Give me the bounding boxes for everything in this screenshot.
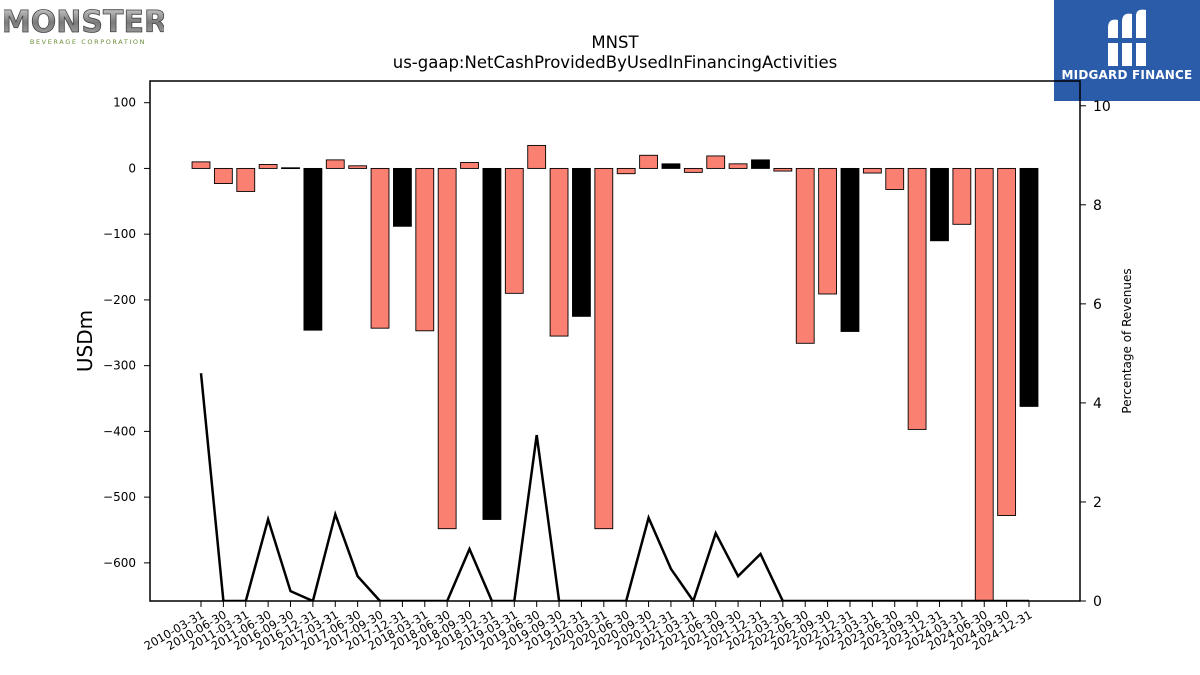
bar-2022-12-31 <box>840 167 860 332</box>
y-axis-left: 100 0 −100 −200 −300 −400 −500 −600 <box>103 96 150 570</box>
y-tick-label: −400 <box>103 424 136 438</box>
percentage-line-series <box>199 373 1029 601</box>
y-axis-label: USDm <box>73 310 97 372</box>
x-axis: 2010-03-312010-06-302011-03-312011-06-30… <box>142 601 1035 653</box>
bar-2016-12-31 <box>303 167 323 331</box>
y-tick-label: 0 <box>128 161 136 175</box>
bar-2020-12-31 <box>661 163 681 169</box>
y2-tick-label: 2 <box>1093 495 1102 511</box>
bar-2020-03-31 <box>594 167 614 530</box>
plot-frame <box>149 80 1081 602</box>
logo-tagline: BEVERAGE CORPORATION <box>30 38 146 46</box>
y2-tick-label: 6 <box>1093 297 1102 313</box>
bar-2023-03-31 <box>862 167 882 174</box>
midgard-brand-text: MIDGARD FINANCE <box>1061 68 1193 82</box>
percentage-line <box>199 373 1029 601</box>
bar-2023-09-30 <box>907 167 927 430</box>
y-tick-label: −600 <box>103 556 136 570</box>
bar-2019-03-31 <box>504 167 524 294</box>
midgard-emblem-icon <box>1106 9 1148 67</box>
bar-2018-03-31 <box>415 167 435 332</box>
y-tick-label: −100 <box>103 227 136 241</box>
y-axis-right: 0 2 4 6 8 10 <box>1080 99 1111 610</box>
chart-title: MNST <box>591 33 639 52</box>
bar-2017-06-30 <box>348 165 368 169</box>
y-tick-label: −300 <box>103 359 136 373</box>
y2-tick-label: 10 <box>1093 99 1111 115</box>
bar-2017-03-31 <box>325 159 345 169</box>
bar-2024-06-30 <box>974 167 994 601</box>
y2-tick-label: 8 <box>1093 198 1102 214</box>
bar-2010-06-30 <box>213 167 233 185</box>
bar-2016-09-30 <box>281 167 300 170</box>
bar-2010-03-31 <box>191 161 211 169</box>
bar-2017-12-31 <box>393 167 412 227</box>
bar-2019-09-30 <box>549 167 569 337</box>
bar-2019-12-31 <box>572 167 591 317</box>
y-tick-label: 100 <box>113 96 136 110</box>
bar-2022-06-30 <box>795 167 815 344</box>
y2-axis-label: Percentage of Revenues <box>1120 268 1134 413</box>
chart-subtitle: us-gaap:NetCashProvidedByUsedInFinancing… <box>393 53 837 72</box>
midgard-finance-logo: MIDGARD FINANCE <box>1054 0 1200 101</box>
bar-2021-12-31 <box>751 159 770 169</box>
y-tick-label: −500 <box>103 490 136 504</box>
y2-tick-label: 4 <box>1093 396 1102 412</box>
bar-2018-09-30 <box>460 162 479 169</box>
y-tick-label: −200 <box>103 293 136 307</box>
bar-2021-06-30 <box>706 155 726 169</box>
bar-2019-06-30 <box>527 144 547 169</box>
bar-2018-12-31 <box>482 167 502 520</box>
bar-2020-06-30 <box>616 167 636 175</box>
logo-wordmark: MONSTER <box>4 5 164 40</box>
bar-2021-09-30 <box>728 163 748 169</box>
bar-2022-03-31 <box>773 167 793 172</box>
bar-2018-06-30 <box>437 167 457 530</box>
bar-2011-03-31 <box>236 167 256 192</box>
bar-2023-12-31 <box>930 167 949 242</box>
bar-2024-09-30 <box>997 167 1017 516</box>
bar-2017-09-30 <box>370 167 390 329</box>
bar-series <box>191 144 1039 601</box>
bar-2021-03-31 <box>683 167 703 173</box>
bar-2020-09-30 <box>639 154 658 169</box>
bar-2011-06-30 <box>258 164 278 169</box>
bar-2024-03-31 <box>952 167 972 225</box>
monster-logo: MONSTER BEVERAGE CORPORATION <box>1 4 168 46</box>
y2-tick-label: 0 <box>1093 594 1102 610</box>
bar-2024-12-31 <box>1019 167 1039 407</box>
bar-2023-06-30 <box>885 167 905 190</box>
bar-2022-09-30 <box>818 167 837 295</box>
